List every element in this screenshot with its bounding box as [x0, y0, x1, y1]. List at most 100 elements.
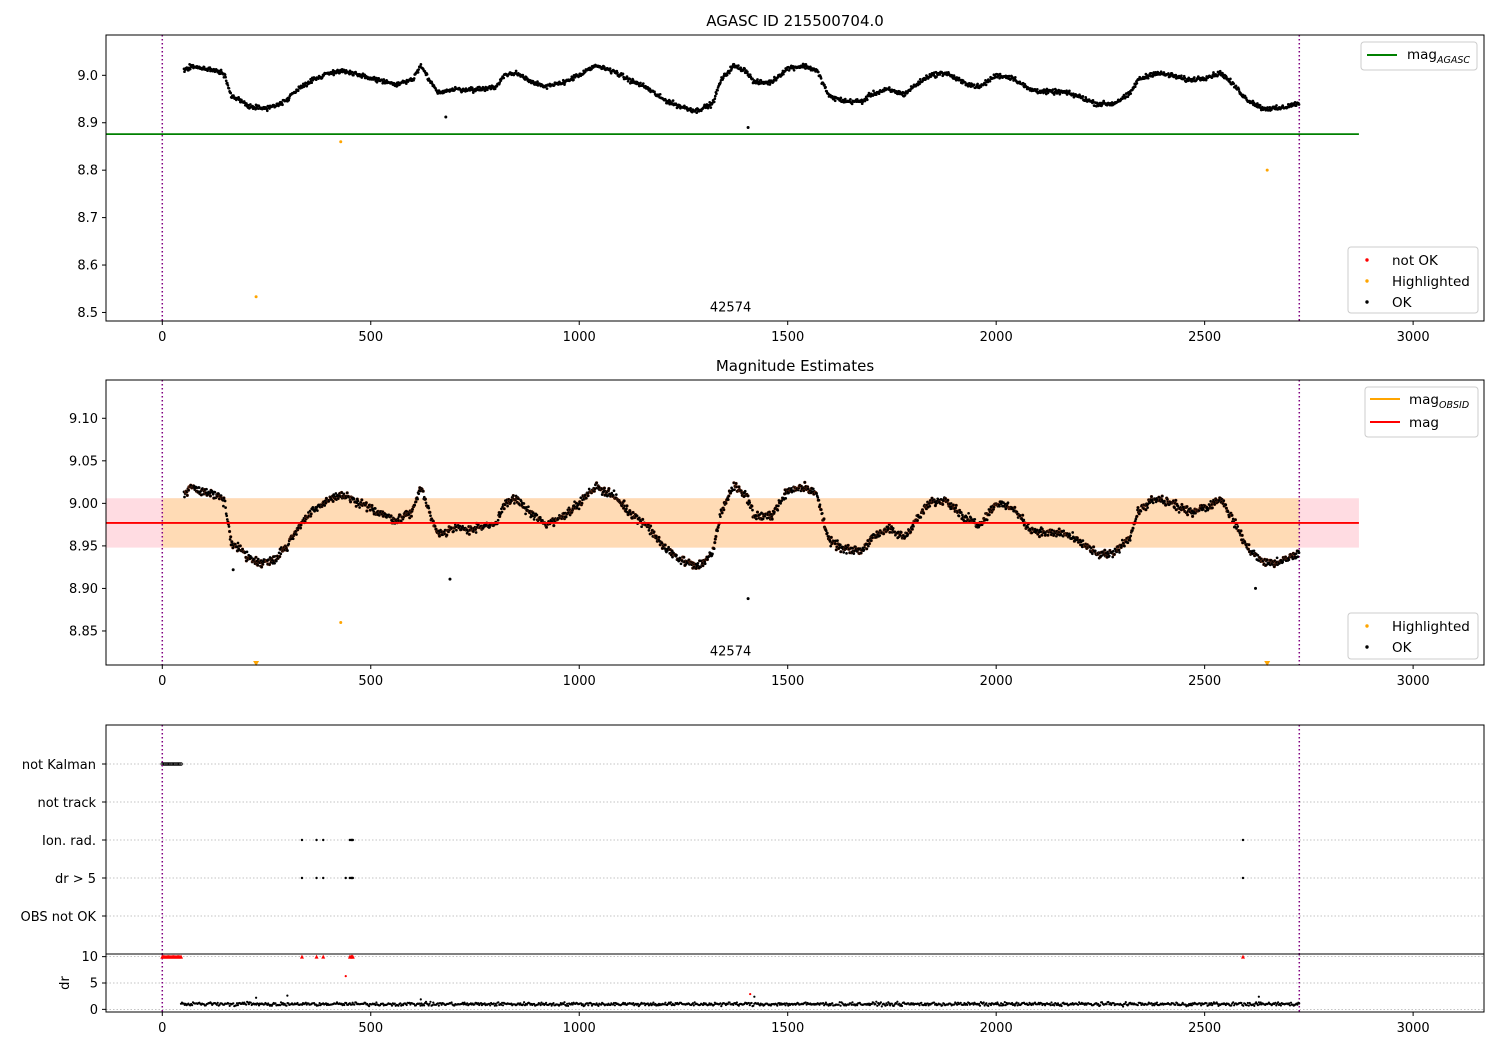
- mid-ok-point: [919, 516, 923, 519]
- mid-ok-point: [622, 499, 626, 503]
- top-ok-point: [935, 75, 938, 79]
- top-x-tick-label: 1000: [563, 330, 596, 345]
- mid-ok-point: [433, 524, 437, 528]
- mid-ok-point: [1296, 555, 1300, 559]
- mid-ok-point: [1191, 515, 1194, 518]
- mid-ok-point: [845, 552, 848, 555]
- mid-ok-point: [822, 517, 826, 521]
- top-ok-point: [1045, 87, 1049, 91]
- mid-ok-point: [429, 514, 432, 518]
- top-ok-point: [1133, 85, 1137, 89]
- top-ok-point: [626, 79, 630, 83]
- mid-ok-point: [349, 500, 352, 504]
- top-ok-point: [865, 98, 869, 102]
- mid-ok-point: [842, 551, 846, 554]
- top-ok-point: [695, 111, 699, 115]
- mid-ok-point: [1174, 499, 1178, 502]
- mid-ok-point: [411, 507, 414, 511]
- mid-ok-point: [839, 550, 843, 554]
- top-ok-point: [641, 82, 645, 85]
- mid-ok-point: [1120, 538, 1124, 542]
- mid-ok-point: [946, 498, 950, 502]
- top-ok-point: [1035, 87, 1039, 91]
- top-ok-point: [470, 86, 474, 90]
- mid-ok-point: [250, 556, 253, 559]
- mid-ok-point: [254, 555, 258, 559]
- top-legend-ok-marker: [1365, 300, 1369, 304]
- top-ok-point: [1191, 79, 1194, 83]
- top-ok-point: [226, 83, 230, 87]
- mid-ok-point: [751, 508, 754, 512]
- mid-ok-point: [985, 518, 989, 522]
- top-legend-highlighted-label: Highlighted: [1392, 274, 1470, 290]
- mid-legend-obsid-label-sub: OBSID: [1439, 400, 1469, 411]
- mid-ok-point: [336, 497, 340, 500]
- top-ok-point: [310, 81, 314, 85]
- mid-ok-point: [1111, 549, 1115, 553]
- top-ok-point: [332, 73, 336, 77]
- top-ok-point: [404, 82, 408, 85]
- mid-ok-point: [912, 525, 915, 528]
- mid-ok-point: [614, 493, 618, 496]
- top-ok-point: [502, 76, 506, 80]
- mid-ok-point: [1091, 552, 1094, 556]
- mid-ok-point: [1281, 560, 1285, 564]
- mid-ok-point: [524, 512, 527, 516]
- mid-ok-point: [959, 511, 963, 514]
- top-ok-point: [281, 103, 284, 107]
- mid-ok-point: [625, 504, 629, 508]
- top-ok-point: [816, 70, 820, 74]
- mid-ok-point: [414, 500, 418, 504]
- top-ok-point: [713, 94, 717, 98]
- top-ok-point: [976, 82, 979, 86]
- mid-ok-point: [601, 490, 605, 494]
- mid-ok-point: [819, 508, 823, 511]
- mid-ok-point: [836, 539, 839, 542]
- top-ok-point: [719, 81, 722, 85]
- mid-ok-point: [522, 502, 526, 505]
- mid-ok-point: [1057, 527, 1061, 531]
- mid-ok-point: [789, 487, 793, 490]
- top-legend-upper: [1360, 41, 1478, 71]
- mid-ok-point: [838, 543, 842, 547]
- top-ok-point: [715, 92, 718, 96]
- mid-ok-point: [291, 537, 295, 541]
- mid-ok-point: [416, 497, 419, 501]
- mid-ok-point: [703, 562, 707, 566]
- mid-ok-point: [373, 507, 377, 510]
- top-ok-point: [590, 67, 593, 71]
- top-ok-point: [1210, 75, 1214, 79]
- mid-ok-point: [358, 506, 361, 509]
- mid-ok-point: [1265, 558, 1269, 562]
- top-ok-point: [296, 89, 300, 93]
- mid-ok-point: [222, 496, 226, 500]
- mid-legend-mag-label-main: mag: [1409, 415, 1439, 431]
- top-ok-point: [1180, 74, 1183, 78]
- top-ok-point: [1007, 74, 1011, 78]
- mid-ok-point: [223, 499, 227, 503]
- top-ok-point: [756, 78, 759, 81]
- top-ok-point: [1258, 104, 1262, 107]
- mid-ok-point: [587, 487, 591, 491]
- top-ok-point: [352, 73, 355, 77]
- mid-ok-point: [227, 525, 231, 528]
- top-ok-point: [219, 68, 223, 72]
- mid-ok-point: [1113, 553, 1116, 556]
- top-x-tick-label: 1500: [771, 330, 804, 345]
- mid-ok-point: [954, 506, 958, 510]
- mid-ok-point: [467, 532, 471, 536]
- mid-ok-point: [552, 524, 556, 527]
- mid-ok-point: [309, 512, 313, 516]
- mid-legend-mag-label: mag: [1409, 415, 1439, 431]
- top-ok-point: [782, 72, 785, 76]
- mid-ok-point: [1129, 534, 1133, 538]
- mid-ok-point: [455, 528, 458, 532]
- mid-ok-point: [1046, 533, 1050, 537]
- mid-ok-point: [1123, 544, 1126, 548]
- mid-ok-point: [229, 535, 233, 539]
- top-y-tick-label: 8.9: [77, 116, 98, 131]
- top-ok-point: [571, 76, 574, 79]
- mid-ok-point: [256, 563, 260, 567]
- mid-ok-point: [1210, 506, 1214, 510]
- mid-ok-point: [871, 536, 874, 540]
